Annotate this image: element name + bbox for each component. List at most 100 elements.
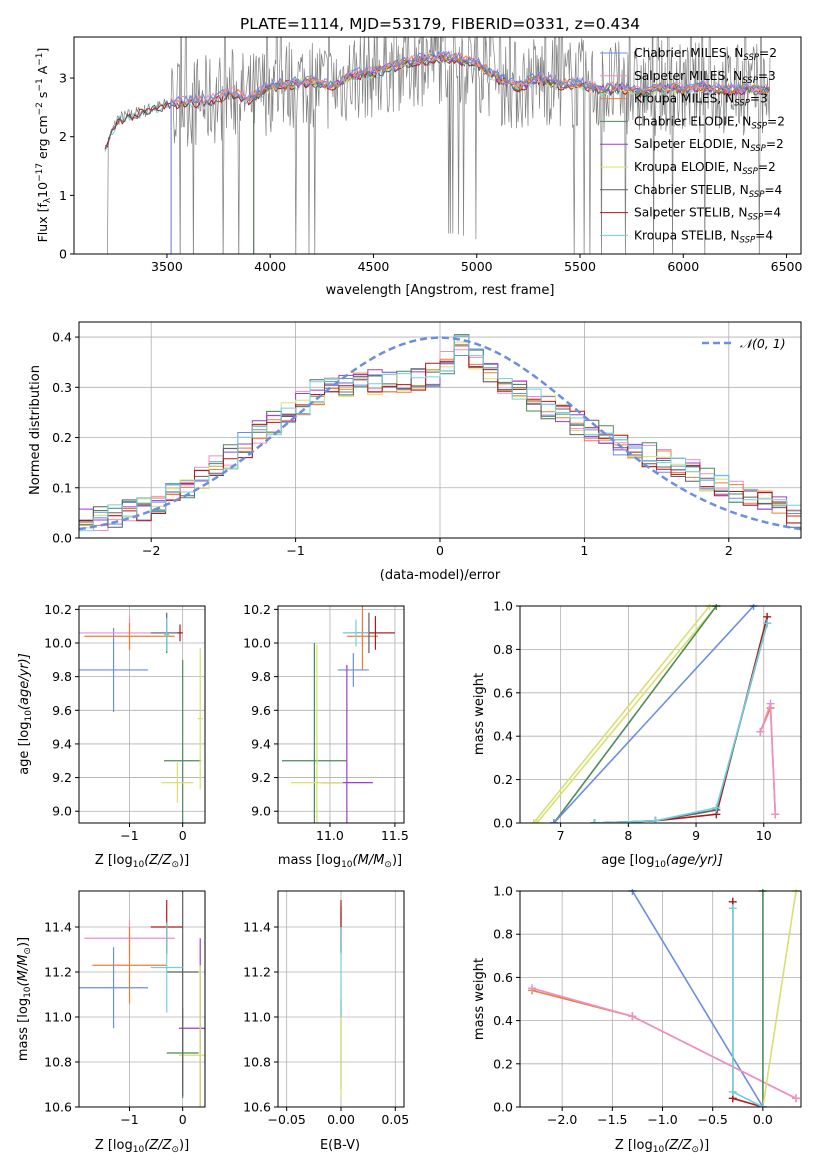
residuals-xlabel: (data-model)/error [380,568,501,583]
x-tick-label: −1 [120,1112,138,1127]
x-tick-label: 6500 [771,259,803,274]
x-tick-label: 8 [624,828,632,843]
weight-vs-Z-panel: −2.0 −1.5 −1.0 −0.5 0.0 0.0 0.2 0.4 0.6 0.8 1.0 Z … [472,884,802,1155]
weight-vs-Z-xlabel: Z [log10(Z/Z⊙)] [615,1138,709,1155]
y-tick-label: 10.0 [243,636,271,651]
weight-marker-kroupa-stelib [590,819,599,823]
weight-line-kroupa-elodie [536,605,718,823]
histogram-salpeter-stelib [79,335,801,524]
age-vs-Z-panel: −1 0 9.0 9.2 9.4 9.6 9.8 10.0 10.2 Z [log10(Z/Z⊙… [17,602,206,870]
mass-vs-Z-panel: −1 010.610.811.011.211.4 Z [log10(Z/Z⊙)] … [16,890,206,1155]
spectrum-ticks: 3500 4000 4500 5000 5500 6000 6500 0 1 2 3 [59,71,802,274]
y-tick-label: 10.6 [44,1100,72,1115]
model-spectrum-salpeter-miles [170,50,769,254]
x-tick-label: 7 [557,828,565,843]
y-tick-label: 9.8 [52,669,72,684]
normal-distribution-curve [78,336,802,531]
legend-label-chabrier-elodie: Chabrier ELODIE, NSSP=2 [634,114,785,131]
spectrum-xlabel: wavelength [Angstrom, rest frame] [326,283,555,298]
weight-line-kroupa-stelib [594,623,768,823]
x-tick-label: −1 [120,828,138,843]
weight-vs-Z-ticks: −2.0 −1.5 −1.0 −0.5 0.0 0.0 0.2 0.4 0.6 0.8 1.0 [493,884,773,1128]
spectrum-ylabel: Flux [fλ10−17 erg cm−2 s−1 A−1] [35,48,53,243]
histogram-chabrier-stelib [79,345,801,528]
age-vs-Z-plot-area [79,606,205,823]
normal-legend-label: 𝒩(0, 1) [740,336,786,351]
age-vs-mass-frame [277,605,405,824]
weight-marker-salpeter-miles [791,1094,800,1103]
x-tick-label: −2 [142,543,160,558]
age-vs-Z-xlabel: Z [log10(Z/Z⊙)] [95,853,189,870]
age-vs-mass-panel: 11.0 11.5 9.0 9.2 9.4 9.6 9.8 10.0 10.2 mass [lo… [243,602,409,870]
x-tick-label: −0.5 [698,1112,728,1127]
mass-vs-Z-frame [78,890,206,1108]
weight-marker-salpeter-miles [766,699,775,708]
model-spectrum-chabrier-miles [170,50,769,254]
y-tick-label: 10.2 [243,602,271,617]
y-tick-label: 0.0 [493,1100,513,1115]
x-tick-label: 1 [580,543,588,558]
weight-line-chabrier-miles [631,890,764,1107]
weight-marker-kroupa-stelib [651,816,660,823]
weight-marker-salpeter-miles [771,810,780,819]
y-tick-label: 0.2 [493,1056,513,1071]
y-tick-label: 0.1 [52,480,72,495]
weight-line-kroupa-miles [531,989,797,1100]
y-tick-label: 0 [59,247,67,262]
weight-vs-Z-ylabel: mass weight [472,958,487,1040]
y-tick-label: 10.2 [44,602,72,617]
x-tick-label: −2.0 [547,1112,577,1127]
y-tick-label: 9.2 [251,770,271,785]
weight-marker-kroupa-stelib [758,1103,767,1107]
y-tick-label: 1.0 [493,884,513,899]
x-tick-label: 0.0 [753,1112,773,1127]
y-tick-label: 0.4 [493,729,513,744]
x-tick-label: 3500 [151,259,183,274]
x-tick-label: 0.05 [381,1112,409,1127]
mass-vs-ebv-xlabel: E(B-V) [320,1138,360,1153]
weight-lines [529,604,780,823]
weight-line-salpeter-miles [531,987,797,1100]
x-tick-label: 0 [179,828,187,843]
weight-marker-salpeter-miles [756,727,765,736]
y-tick-label: 0.2 [52,430,72,445]
y-tick-label: 9.4 [52,736,72,751]
weight-marker-salpeter-miles [628,1012,637,1021]
y-tick-label: 0.2 [493,772,513,787]
residuals-legend: 𝒩(0, 1) [702,336,786,351]
x-tick-label: 4000 [254,259,286,274]
y-tick-label: 11.0 [243,1010,271,1025]
y-tick-label: 10.8 [243,1055,271,1070]
y-tick-label: 0.0 [52,531,72,546]
x-tick-label: 0.00 [327,1112,355,1127]
y-tick-label: 3 [59,71,67,86]
histogram-kroupa-stelib [79,335,801,532]
y-tick-label: 0.4 [493,1013,513,1028]
model-spectrum-kroupa-miles [170,51,769,254]
weight-line-chabrier-elodie [553,605,718,823]
spectrum-plot-area [104,37,771,254]
weight-vs-age-xlabel: age [log10(age/yr)] [601,853,723,870]
mass-vs-Z-ylabel: mass [log10(M/M⊙)] [16,937,33,1061]
weight-vs-age-ylabel: mass weight [472,673,487,755]
age-vs-mass-plot-area [278,606,404,823]
x-tick-label: 9 [692,828,700,843]
x-tick-label: 4500 [358,259,390,274]
y-tick-label: 11.2 [243,965,271,980]
weight-marker-kroupa-stelib [712,803,721,812]
y-tick-label: 9.6 [52,703,72,718]
mass-vs-ebv-ticks: −0.05 0.00 0.05 10.6 10.8 11.0 11.2 11.4 [243,920,409,1128]
residuals-ylabel: Normed distribution [28,365,43,495]
figure-title: PLATE=1114, MJD=53179, FIBERID=0331, z=0… [240,15,640,33]
x-tick-label: −1 [286,543,304,558]
legend-label-chabrier-miles: Chabrier MILES, NSSP=2 [634,46,777,63]
weight-marker-kroupa-stelib [728,1087,737,1096]
x-tick-label: 5500 [564,259,596,274]
weight-vs-age-ticks: 7 8 9 10 0.0 0.2 0.4 0.6 0.8 1.0 [493,599,772,844]
legend-label-kroupa-elodie: Kroupa ELODIE, NSSP=2 [634,160,776,177]
weight-vs-Z-plot-area [520,889,801,1108]
spectrum-panel: 3500 4000 4500 5000 5500 6000 6500 0 1 2 3 wavelen… [35,36,802,298]
y-tick-label: 9.6 [251,703,271,718]
y-tick-label: 0.6 [493,685,513,700]
